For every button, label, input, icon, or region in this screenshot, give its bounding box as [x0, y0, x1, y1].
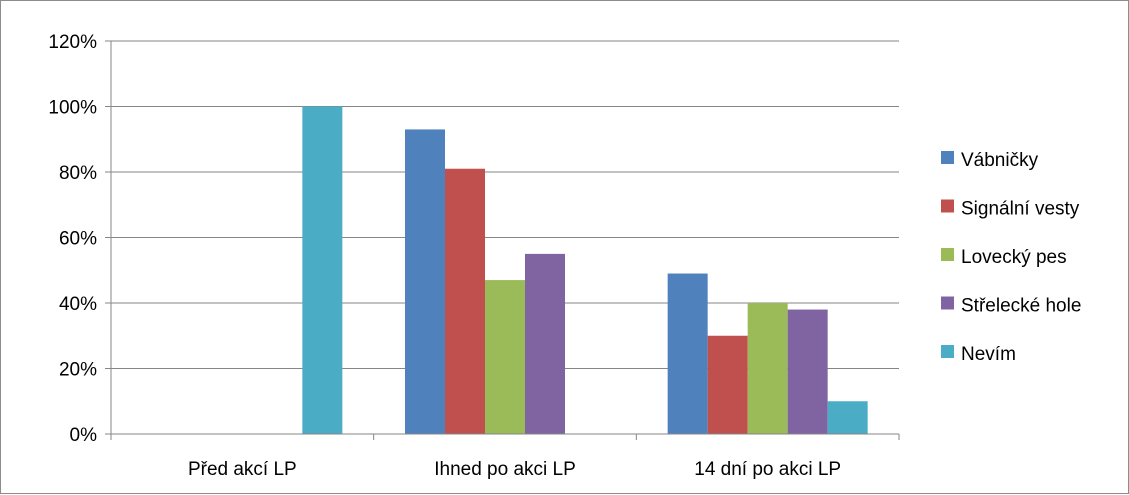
y-tick-label: 120%: [48, 32, 97, 53]
bar: [445, 168, 485, 434]
axes: [105, 40, 900, 440]
bar: [787, 309, 828, 434]
x-category-label: Před akcí LP: [188, 459, 297, 480]
x-category-label: Ihned po akci LP: [434, 459, 576, 480]
legend: Vábničky Signální vesty Lovecký pes Střelec…: [941, 150, 1081, 365]
legend-label: Signální vesty: [961, 199, 1080, 220]
y-tick-label: 0%: [70, 425, 98, 446]
legend-swatch: [941, 296, 954, 310]
bar: [747, 303, 788, 434]
legend-label: Lovecký pes: [961, 247, 1067, 268]
bar: [525, 253, 565, 434]
bar: [827, 401, 868, 434]
y-axis-tick-labels: 0% 20% 40% 60% 80% 100% 120%: [48, 32, 97, 446]
x-category-label: 14 dní po akci LP: [694, 459, 841, 480]
bar: [707, 335, 748, 434]
legend-swatch: [941, 345, 954, 358]
y-tick-label: 40%: [59, 294, 97, 315]
y-tick-label: 60%: [59, 229, 97, 250]
bar: [667, 273, 708, 434]
bar: [405, 129, 445, 435]
legend-label: Střelecké hole: [961, 296, 1081, 317]
y-tick-label: 80%: [59, 163, 97, 184]
legend-swatch: [941, 151, 954, 164]
x-axis-category-labels: Před akcí LP Ihned po akci LP 14 dní po ak…: [188, 459, 841, 480]
legend-swatch: [941, 248, 954, 261]
legend-label: Nevím: [961, 344, 1016, 365]
y-tick-label: 20%: [59, 360, 97, 381]
bars: [302, 106, 868, 435]
legend-label: Vábničky: [961, 150, 1039, 171]
bar: [302, 106, 343, 434]
y-tick-label: 100%: [48, 98, 97, 119]
legend-swatch: [941, 199, 954, 213]
bar: [485, 280, 525, 434]
